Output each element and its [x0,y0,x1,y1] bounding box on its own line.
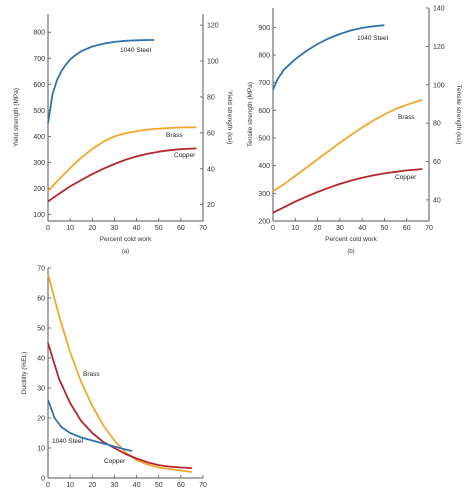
y-tick-label: 300 [33,160,45,167]
y-tick-label: 500 [33,108,45,115]
x-tick-label: 70 [425,225,433,232]
series-label-brass: Brass [398,114,415,121]
y-axis-label: Ductility (%EL) [21,352,28,395]
y-tick-label: 600 [33,82,45,89]
series-label-1040-steel: 1040 Steel [357,35,389,42]
panel-caption: (a) [122,249,129,255]
y-right-tick-label: 40 [207,166,215,173]
chart-2: 0 10 20 30 40 50 60 70 200 300 400 500 600 700 800 900 4… [247,6,462,256]
x-tick-label: 70 [199,482,207,489]
series-line-copper [47,147,197,203]
y-right-tick-label: 120 [433,44,445,51]
x-tick-label: 0 [271,225,275,232]
x-tick-label: 0 [46,225,50,232]
y-tick-label: 30 [37,386,45,393]
y-right-tick-label: 40 [433,197,441,204]
x-tick-label: 50 [381,225,389,232]
x-tick-label: 20 [88,225,96,232]
series-label-1040-steel: 1040 Steel [120,47,152,54]
series-line-copper [272,168,423,214]
y-tick-label: 800 [258,53,270,60]
x-tick-label: 60 [403,225,411,232]
x-tick-label: 20 [314,225,322,232]
y-tick-label: 70 [37,266,45,273]
y-tick-label: 200 [258,219,270,226]
y-tick-label: 200 [33,186,45,193]
series-line-1040-steel [47,39,155,124]
series-line-brass [47,126,197,192]
x-tick-label: 10 [66,482,74,489]
y-right-tick-label: 120 [207,23,219,30]
series-label-copper: Copper [174,152,196,159]
x-tick-label: 50 [155,225,163,232]
series-line-copper [47,342,192,469]
x-tick-label: 10 [291,225,299,232]
x-tick-label: 40 [358,225,366,232]
y-right-tick-label: 20 [207,202,215,209]
x-axis-label: Percent cold work [100,236,152,243]
y-right-tick-label: 60 [207,130,215,137]
y-tick-label: 0 [41,476,45,483]
y-right-tick-label: 60 [433,159,441,166]
series-line-1040-steel [272,24,385,90]
series-line-brass [272,98,423,192]
x-tick-label: 60 [177,482,185,489]
y-tick-label: 700 [258,80,270,87]
y-axis-label: Yield strength (MPa) [13,88,20,147]
y-tick-label: 800 [33,30,45,37]
y-right-tick-label: 100 [207,59,219,66]
x-tick-label: 10 [66,225,74,232]
x-tick-label: 20 [88,482,96,489]
y-tick-label: 10 [37,446,45,453]
y-tick-label: 40 [37,356,45,363]
y-axis-label: Tensile strength (MPa) [247,82,254,147]
y-tick-label: 100 [33,212,45,219]
y-tick-label: 400 [33,134,45,141]
y-right-axis-label: Yield strength (ksi) [226,91,233,145]
x-tick-label: 50 [155,482,163,489]
x-tick-label: 40 [133,482,141,489]
y-tick-label: 20 [37,416,45,423]
y-tick-label: 60 [37,296,45,303]
y-right-tick-label: 80 [433,121,441,128]
x-tick-label: 70 [199,225,207,232]
series-label-1040-steel: 1040 Steel [52,438,84,445]
x-tick-label: 30 [111,482,119,489]
y-tick-label: 500 [258,136,270,143]
series-line-brass [47,273,193,473]
series-line-1040-steel [47,399,133,452]
y-right-axis-label: Tensile strength (ksi) [455,85,462,145]
y-right-tick-label: 140 [433,6,445,13]
y-tick-label: 900 [258,25,270,32]
y-right-tick-label: 100 [433,82,445,89]
y-tick-label: 400 [258,163,270,170]
series-label-copper: Copper [104,458,126,465]
panel-caption: (b) [347,249,354,255]
x-tick-label: 30 [336,225,344,232]
chart-3: 0 10 20 30 40 50 60 70 0 10 20 30 40 50 60 70 Ductility … [21,266,207,490]
y-tick-label: 50 [37,326,45,333]
series-label-brass: Brass [83,371,100,378]
x-tick-label: 0 [46,482,50,489]
series-label-brass: Brass [166,132,183,139]
y-tick-label: 300 [258,191,270,198]
y-tick-label: 700 [33,56,45,63]
x-tick-label: 60 [177,225,185,232]
chart-1: 0 10 20 30 40 50 60 70 100 200 300 400 500 600 700 800 2… [13,14,233,255]
series-label-copper: Copper [395,174,417,181]
y-right-tick-label: 80 [207,94,215,101]
x-tick-label: 40 [133,225,141,232]
x-tick-label: 30 [111,225,119,232]
x-axis-label: Percent cold work [325,236,377,243]
y-tick-label: 600 [258,108,270,115]
